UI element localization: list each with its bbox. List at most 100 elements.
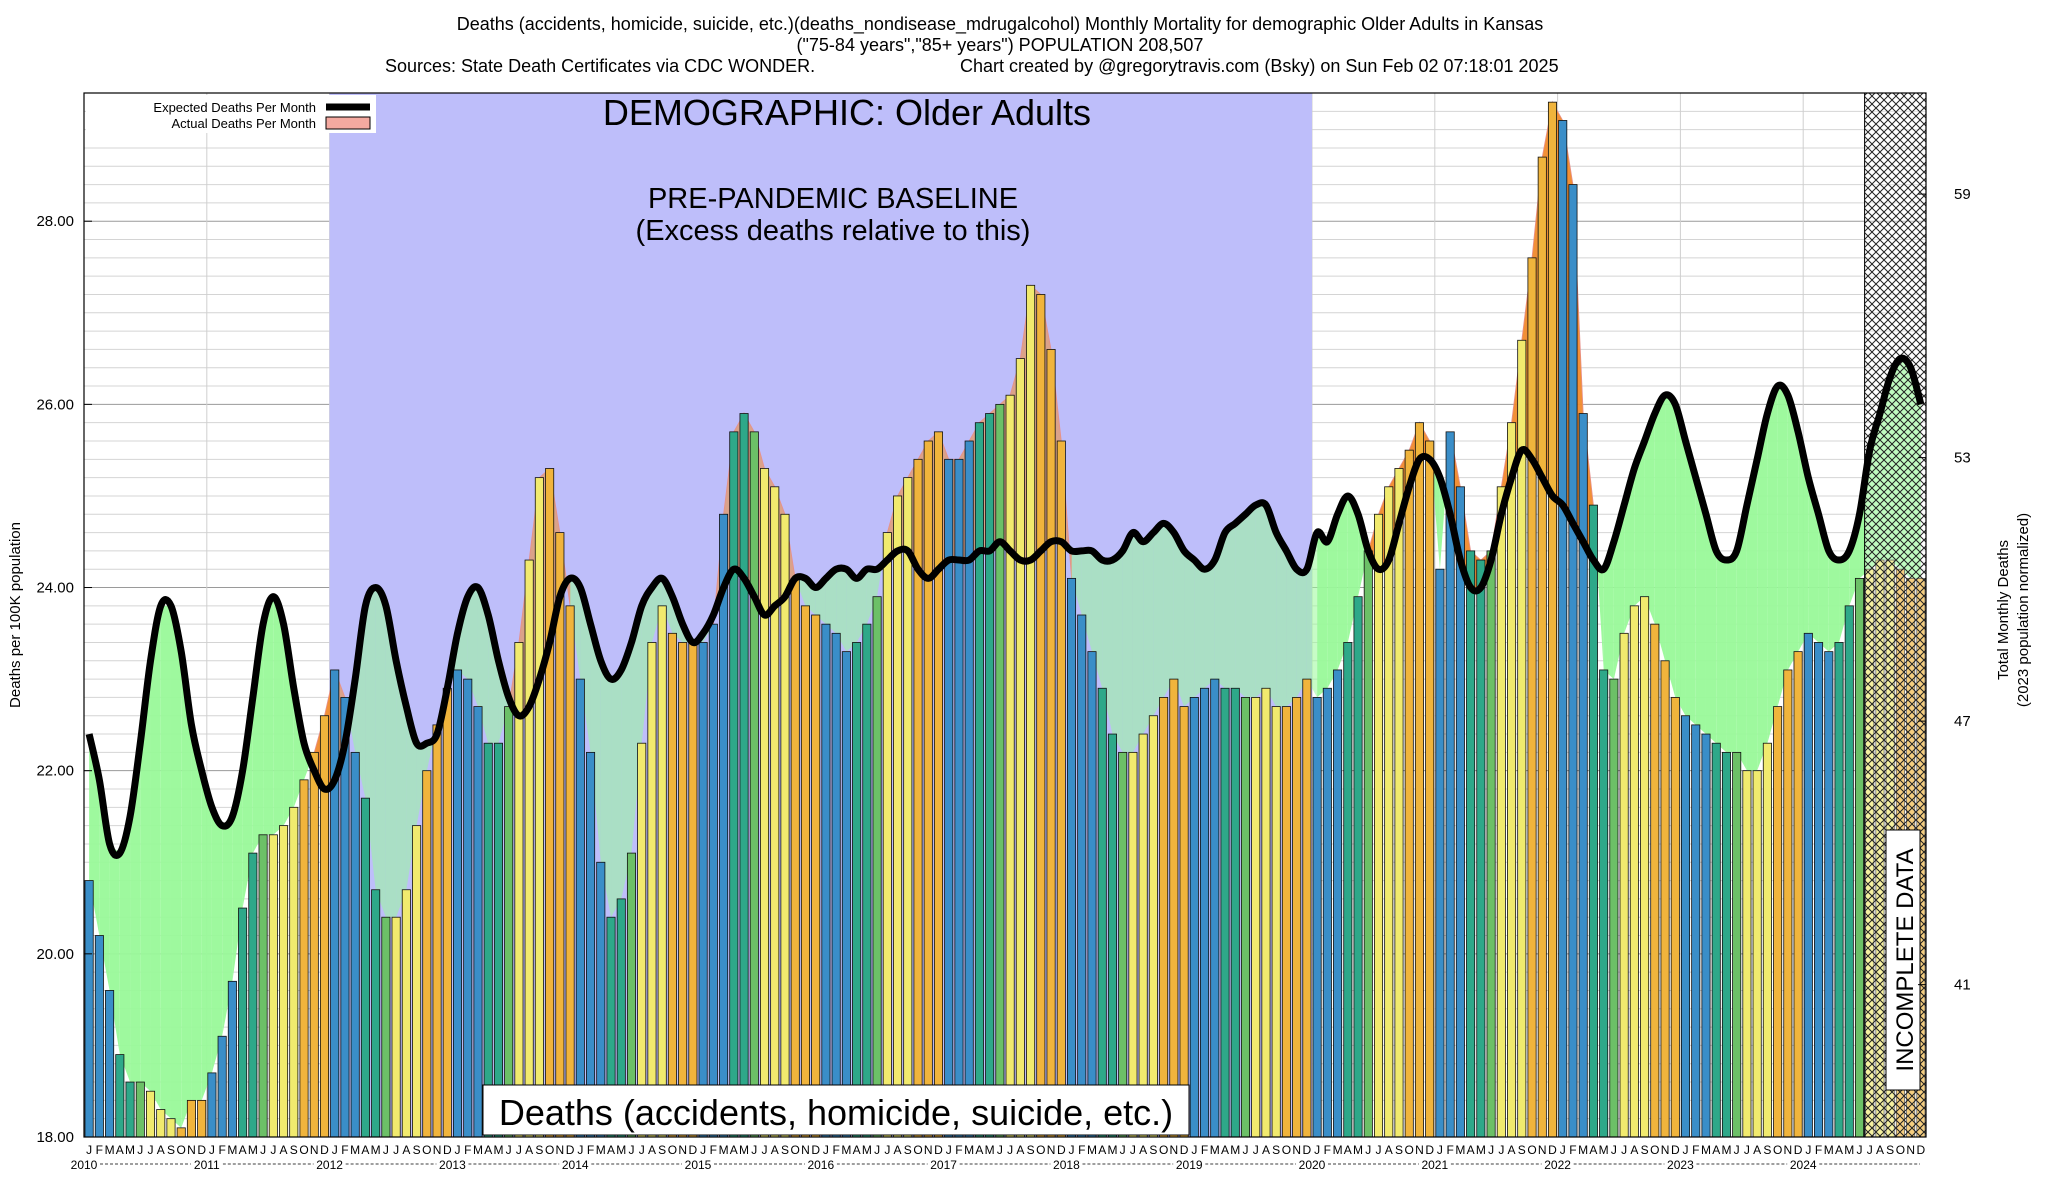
deficit-fill-segment <box>866 569 878 625</box>
deficit-fill-segment <box>1225 523 1236 689</box>
actual-deaths-bar <box>1854 577 1865 1138</box>
actual-deaths-bar <box>872 596 882 1138</box>
actual-deaths-bar <box>309 751 319 1138</box>
x-month-label: D <box>689 1143 698 1157</box>
expected-line-path <box>85 354 1925 859</box>
actual-deaths-bar <box>207 1072 217 1138</box>
actual-deaths-bar <box>1568 184 1578 1138</box>
x-month-label: S <box>781 1143 789 1157</box>
actual-deaths-bar <box>1773 706 1783 1138</box>
x-month-label: A <box>1467 1143 1475 1157</box>
x-year-label-bg <box>1787 1157 1820 1171</box>
x-month-label: M <box>739 1143 749 1157</box>
actual-deaths-bar <box>1394 468 1404 1138</box>
x-month-label: J <box>516 1143 522 1157</box>
x-year-label: 2022 <box>1544 1158 1571 1172</box>
actual-deaths-bar <box>463 678 473 1138</box>
x-month-label: O <box>1282 1143 1291 1157</box>
y-tick-label: 22.00 <box>36 763 74 780</box>
x-year-label-bg <box>436 1157 469 1171</box>
x-month-label: A <box>1712 1143 1720 1157</box>
x-month-label: M <box>616 1143 626 1157</box>
actual-deaths-bar <box>657 605 667 1138</box>
actual-deaths-bar <box>1333 669 1343 1138</box>
deficit-fill-segment <box>1798 431 1809 652</box>
x-month-label: M <box>125 1143 135 1157</box>
actual-deaths-bar <box>473 706 483 1138</box>
deficit-fill-segment <box>1675 404 1686 716</box>
x-month-label: A <box>1630 1143 1638 1157</box>
x-year-label-bg <box>682 1157 714 1171</box>
x-month-label: O <box>299 1143 308 1157</box>
deficit-fill-segment <box>1726 550 1737 753</box>
actual-deaths-bar <box>1087 651 1097 1138</box>
actual-deaths-bar <box>1547 101 1558 1138</box>
x-month-label: D <box>1548 1143 1557 1157</box>
bottom-label-box <box>482 1084 1190 1136</box>
x-month-label: A <box>607 1143 615 1157</box>
actual-deaths-bar <box>1537 156 1547 1138</box>
x-year-label-bg <box>313 1157 346 1171</box>
actual-deaths-bar <box>862 623 872 1138</box>
x-month-label: J <box>1253 1143 1259 1157</box>
x-month-label: J <box>506 1143 512 1157</box>
actual-deaths-bar <box>698 642 708 1138</box>
actual-deaths-bar <box>647 642 657 1138</box>
x-month-label: O <box>1036 1143 1045 1157</box>
deficit-fill-segment <box>1071 550 1082 615</box>
actual-deaths-bar <box>381 916 391 1138</box>
x-month-label: N <box>187 1143 196 1157</box>
actual-deaths-bar <box>565 605 575 1138</box>
actual-deaths-bar <box>1281 706 1291 1138</box>
actual-deaths-bar <box>545 468 555 1138</box>
x-month-label: J <box>1683 1143 1689 1157</box>
actual-deaths-bar <box>719 513 729 1138</box>
x-month-label: J <box>1437 1143 1443 1157</box>
actual-deaths-bar <box>1312 697 1322 1138</box>
deficit-fill-segment <box>1214 532 1226 689</box>
actual-deaths-bar <box>1609 678 1619 1138</box>
x-month-label: M <box>1353 1143 1363 1157</box>
x-month-label: O <box>1896 1143 1905 1157</box>
actual-deaths-bar <box>350 751 360 1138</box>
deficit-fill-segment <box>1245 505 1256 698</box>
x-month-label: J <box>874 1143 880 1157</box>
x-month-label: M <box>985 1143 995 1157</box>
x-month-label: S <box>658 1143 666 1157</box>
x-month-label: J <box>946 1143 952 1157</box>
x-month-label: M <box>1599 1143 1609 1157</box>
y-axis-right: 41 47 53 59 <box>1918 186 1971 994</box>
x-month-label: N <box>1415 1143 1424 1157</box>
actual-deaths-bar <box>1363 550 1373 1138</box>
x-month-label: D <box>1671 1143 1680 1157</box>
actual-deaths-bar <box>1005 394 1015 1138</box>
deficit-fill-segment <box>1736 505 1747 771</box>
legend-actual-label: Actual Deaths Per Month <box>171 116 316 131</box>
x-month-label: O <box>545 1143 554 1157</box>
deficit-fill-segment <box>1163 523 1174 698</box>
x-month-label: O <box>1405 1143 1414 1157</box>
x-year-label: 2010 <box>71 1158 98 1172</box>
actual-deaths-bar <box>1384 486 1394 1138</box>
actual-deaths-bar <box>176 1127 186 1138</box>
x-month-label: J <box>1365 1143 1371 1157</box>
x-month-label: D <box>1057 1143 1066 1157</box>
deficit-fill-segment <box>263 596 274 835</box>
actual-deaths-bar <box>105 990 115 1138</box>
deficit-fill-segment <box>570 578 581 680</box>
deficit-fill-segment <box>1173 532 1185 707</box>
actual-deaths-bar <box>534 477 544 1138</box>
x-year-label: 2013 <box>439 1158 466 1172</box>
x-month-label: J <box>751 1143 757 1157</box>
deficit-fill-segment <box>1327 514 1338 689</box>
x-year-label-bg <box>68 1157 100 1171</box>
x-month-label: S <box>1641 1143 1649 1157</box>
deficit-fill-segment <box>1265 505 1277 707</box>
legend-actual-swatch <box>325 116 371 130</box>
x-year-label-bg <box>1173 1157 1206 1171</box>
actual-deaths-bar <box>1240 697 1251 1138</box>
x-month-label: N <box>433 1143 442 1157</box>
actual-deaths-bar <box>1107 733 1117 1138</box>
x-month-label: M <box>1230 1143 1240 1157</box>
actual-deaths-bar <box>1701 733 1711 1138</box>
